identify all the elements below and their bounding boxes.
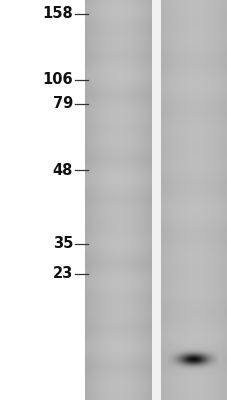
Text: 35: 35 — [52, 236, 73, 252]
Text: 106: 106 — [42, 72, 73, 88]
Text: 79: 79 — [52, 96, 73, 112]
Text: 158: 158 — [42, 6, 73, 22]
Text: 48: 48 — [52, 162, 73, 178]
Bar — [151, 0, 160, 400]
Text: 23: 23 — [52, 266, 73, 282]
